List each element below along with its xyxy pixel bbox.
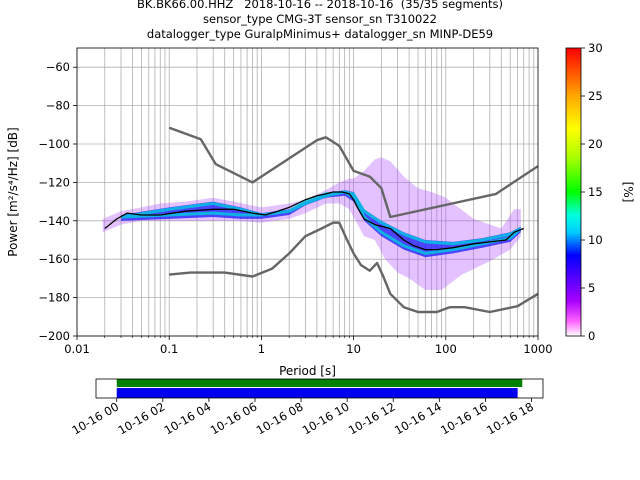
density-band-highlight: [120, 190, 522, 255]
y-tick-label: −180: [38, 291, 70, 305]
timeline-tick-label: 10-16 02: [116, 399, 168, 437]
y-tick-label: −100: [38, 137, 70, 151]
y-tick-label: −80: [46, 99, 70, 113]
colorbar-tick-label: 5: [588, 281, 595, 295]
timeline-tick-label: 10-16 12: [346, 399, 398, 437]
data-coverage-bar: [116, 379, 523, 387]
y-tick-label: −200: [38, 329, 70, 343]
noise-model-high-curve: [168, 126, 538, 219]
colorbar-gradient: [565, 47, 582, 337]
colorbar-label: [%]: [621, 182, 635, 203]
colorbar-tick-label: 25: [588, 89, 603, 103]
colorbar-tick-label: 15: [588, 185, 603, 199]
x-tick-label: 0.01: [64, 342, 90, 356]
timeline-tick-label: 10-16 16: [438, 399, 490, 437]
x-tick-label: 0.1: [160, 342, 178, 356]
processed-segments-bar: [116, 388, 518, 398]
colorbar-tick-label: 30: [588, 41, 603, 55]
density-histogram: [102, 157, 522, 290]
x-axis-label: Period [s]: [279, 364, 336, 378]
y-tick-label: −120: [38, 175, 70, 189]
timeline-tick-label: 10-16 04: [162, 399, 214, 437]
psd-plot-area: 0.01 0.1 1 10 100 1000 −200 −180 −160 −140 −120 −10…: [6, 47, 553, 378]
y-axis-label: Power [m²/s⁴/Hz] [dB]: [6, 127, 20, 256]
timeline-tick-label: 10-16 00: [69, 399, 121, 437]
curves: [104, 126, 538, 314]
chart-title-line-2: sensor_type CMG-3T sensor_sn T310022: [203, 12, 437, 26]
percent-colorbar: 0 5 10 15 20 25 30 [%]: [565, 41, 635, 343]
colorbar-tick-label: 20: [588, 137, 603, 151]
x-tick-label: 100: [435, 342, 457, 356]
colorbar-tick-label: 10: [588, 233, 603, 247]
plot-background: [77, 48, 538, 336]
density-band-outer: [102, 157, 521, 290]
mode-curve: [104, 191, 524, 251]
plot-frame: [76, 47, 539, 337]
y-tick-label: −60: [46, 60, 70, 74]
colorbar-tick-label: 0: [588, 329, 595, 343]
x-tick-label: 1000: [523, 342, 552, 356]
axes: 0.01 0.1 1 10 100 1000 −200 −180 −160 −140 −120 −10…: [6, 60, 553, 378]
chart-title-line-3: datalogger_type GuralpMinimus+ datalogge…: [146, 27, 494, 41]
x-tick-label: 10: [346, 342, 361, 356]
timeline-frame: [95, 378, 544, 399]
x-tick-label: 1: [258, 342, 265, 356]
timeline-tick-label: 10-16 10: [300, 399, 352, 437]
noise-model-low-curve: [169, 221, 538, 314]
timeline-tick-label: 10-16 18: [484, 399, 536, 437]
chart-title-line-1: BK.BK66.00.HHZ 2018-10-16 -- 2018-10-16 …: [136, 0, 504, 11]
y-tick-label: −160: [38, 252, 70, 266]
timeline-tick-label: 10-16 08: [254, 399, 306, 437]
timeline-tick-label: 10-16 14: [392, 399, 444, 437]
timeline-tick-label: 10-16 06: [208, 399, 260, 437]
y-tick-label: −140: [38, 214, 70, 228]
